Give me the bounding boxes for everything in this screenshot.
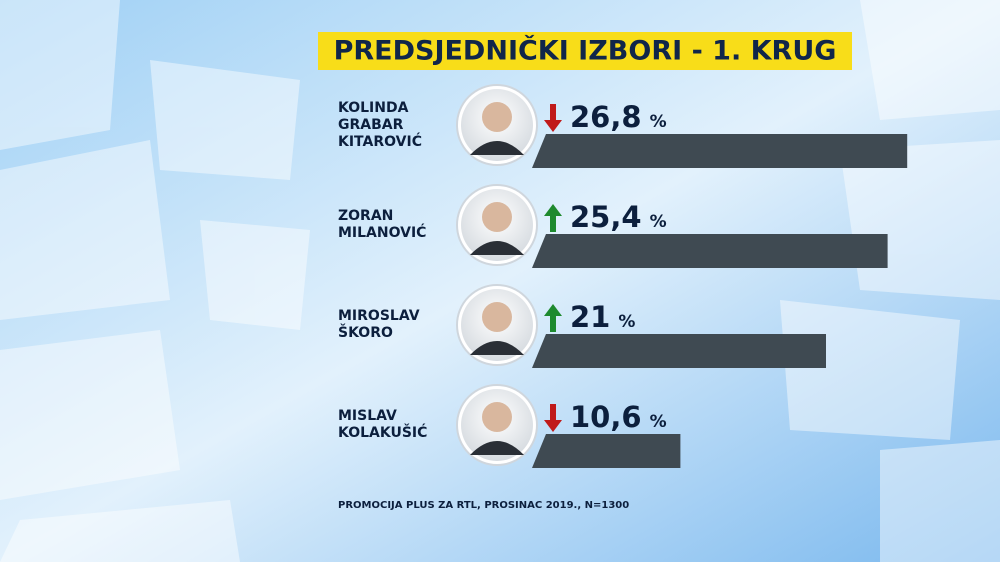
photo-body	[470, 141, 524, 155]
value-label: 26,8	[570, 100, 642, 134]
trend-arrow	[544, 104, 562, 132]
title-box	[318, 32, 852, 70]
bar	[532, 134, 908, 168]
candidate-name: MIROSLAV ŠKORO	[338, 308, 420, 341]
trend-arrow	[544, 404, 562, 432]
photo-head	[482, 302, 512, 332]
photo-head	[482, 402, 512, 432]
trend-arrow	[544, 204, 562, 232]
value-label: 21	[570, 300, 610, 334]
photo-head	[482, 202, 512, 232]
bar	[532, 234, 888, 268]
candidate-name: MISLAV KOLAKUŠIĆ	[338, 408, 428, 441]
value-label: 25,4	[570, 200, 642, 234]
chart-title: PREDSJEDNIČKI IZBORI - 1. KRUG	[334, 35, 837, 67]
value-label: 10,6	[570, 400, 642, 434]
bar	[532, 334, 826, 368]
bar	[532, 434, 681, 468]
unit-label: %	[650, 412, 667, 432]
source-note: PROMOCIJA PLUS ZA RTL, PROSINAC 2019., N…	[338, 500, 629, 511]
photo-body	[470, 241, 524, 255]
unit-label: %	[650, 112, 667, 132]
trend-arrow	[544, 304, 562, 332]
candidate-name: ZORAN MILANOVIĆ	[338, 208, 427, 241]
photo-body	[470, 441, 524, 455]
candidate-name: KOLINDA GRABAR KITAROVIĆ	[338, 99, 422, 150]
photo-head	[482, 102, 512, 132]
unit-label: %	[650, 212, 667, 232]
photo-body	[470, 341, 524, 355]
unit-label: %	[618, 312, 635, 332]
